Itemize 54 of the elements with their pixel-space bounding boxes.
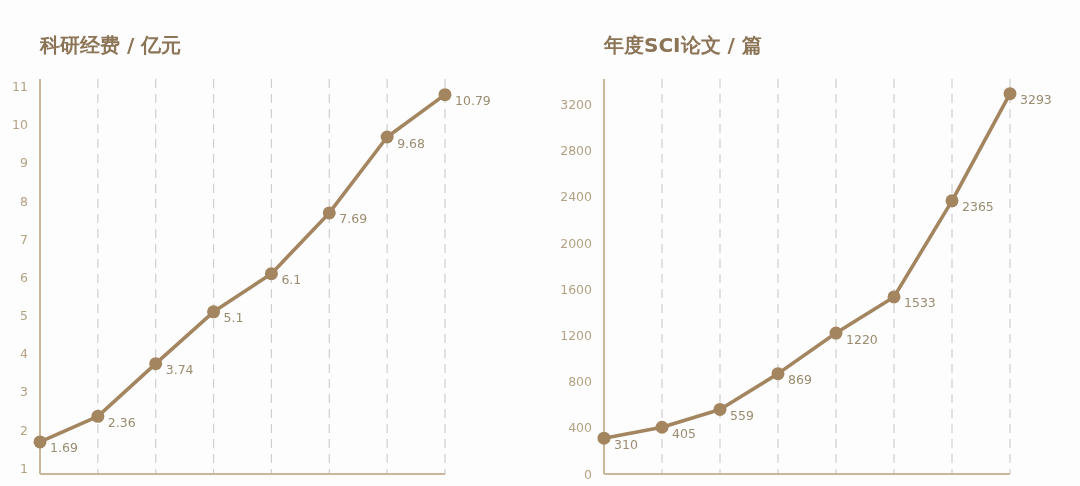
point bbox=[207, 305, 221, 319]
point bbox=[91, 409, 105, 423]
y-tick-label: 9 bbox=[20, 155, 29, 171]
y-tick-label: 1200 bbox=[560, 327, 593, 343]
data-label: 1533 bbox=[904, 295, 936, 311]
y-tick-label: 400 bbox=[568, 420, 593, 436]
y-tick-label: 3200 bbox=[560, 96, 593, 112]
point bbox=[1003, 87, 1017, 101]
data-label: 5.1 bbox=[223, 310, 244, 326]
data-label: 559 bbox=[730, 407, 754, 423]
data-label: 10.79 bbox=[455, 93, 491, 109]
data-label: 1.69 bbox=[50, 440, 78, 456]
point bbox=[33, 435, 47, 449]
y-tick-label: 1600 bbox=[560, 281, 593, 297]
y-tick-label: 11 bbox=[12, 79, 28, 95]
y-tick-label: 2000 bbox=[560, 235, 593, 251]
data-label: 405 bbox=[672, 425, 696, 441]
data-label: 6.1 bbox=[281, 272, 302, 288]
point bbox=[713, 402, 727, 416]
point bbox=[771, 367, 785, 381]
point bbox=[887, 290, 901, 304]
y-tick-label: 6 bbox=[20, 269, 29, 285]
point bbox=[438, 88, 452, 102]
y-tick-label: 2800 bbox=[560, 143, 593, 159]
point bbox=[380, 130, 394, 144]
y-tick-label: 7 bbox=[20, 231, 28, 247]
point bbox=[597, 431, 611, 445]
chart-title: 年度SCI论文 / 篇 bbox=[603, 33, 762, 57]
chart-title: 科研经费 / 亿元 bbox=[39, 33, 182, 57]
data-label: 3.74 bbox=[165, 362, 194, 378]
y-tick-label: 1 bbox=[20, 460, 28, 476]
data-label: 310 bbox=[614, 436, 638, 452]
data-label: 3293 bbox=[1020, 92, 1052, 108]
data-label: 9.68 bbox=[397, 135, 426, 151]
y-tick-label: 2400 bbox=[560, 189, 593, 205]
y-tick-label: 3 bbox=[20, 384, 28, 400]
point bbox=[264, 267, 278, 281]
y-tick-label: 0 bbox=[584, 466, 593, 482]
data-label: 2365 bbox=[962, 199, 994, 215]
y-tick-label: 2 bbox=[20, 422, 28, 438]
point bbox=[829, 326, 843, 340]
data-label: 869 bbox=[788, 372, 812, 388]
y-tick-label: 4 bbox=[20, 346, 29, 362]
y-tick-label: 800 bbox=[568, 374, 593, 390]
point bbox=[322, 206, 336, 220]
y-tick-label: 10 bbox=[12, 117, 29, 133]
data-label: 7.69 bbox=[339, 211, 368, 227]
data-label: 2.36 bbox=[107, 414, 136, 430]
point bbox=[655, 420, 669, 434]
data-label: 1220 bbox=[846, 331, 878, 347]
y-tick-label: 5 bbox=[20, 308, 28, 324]
point bbox=[945, 194, 959, 208]
point bbox=[149, 357, 163, 371]
y-tick-label: 8 bbox=[20, 193, 29, 209]
